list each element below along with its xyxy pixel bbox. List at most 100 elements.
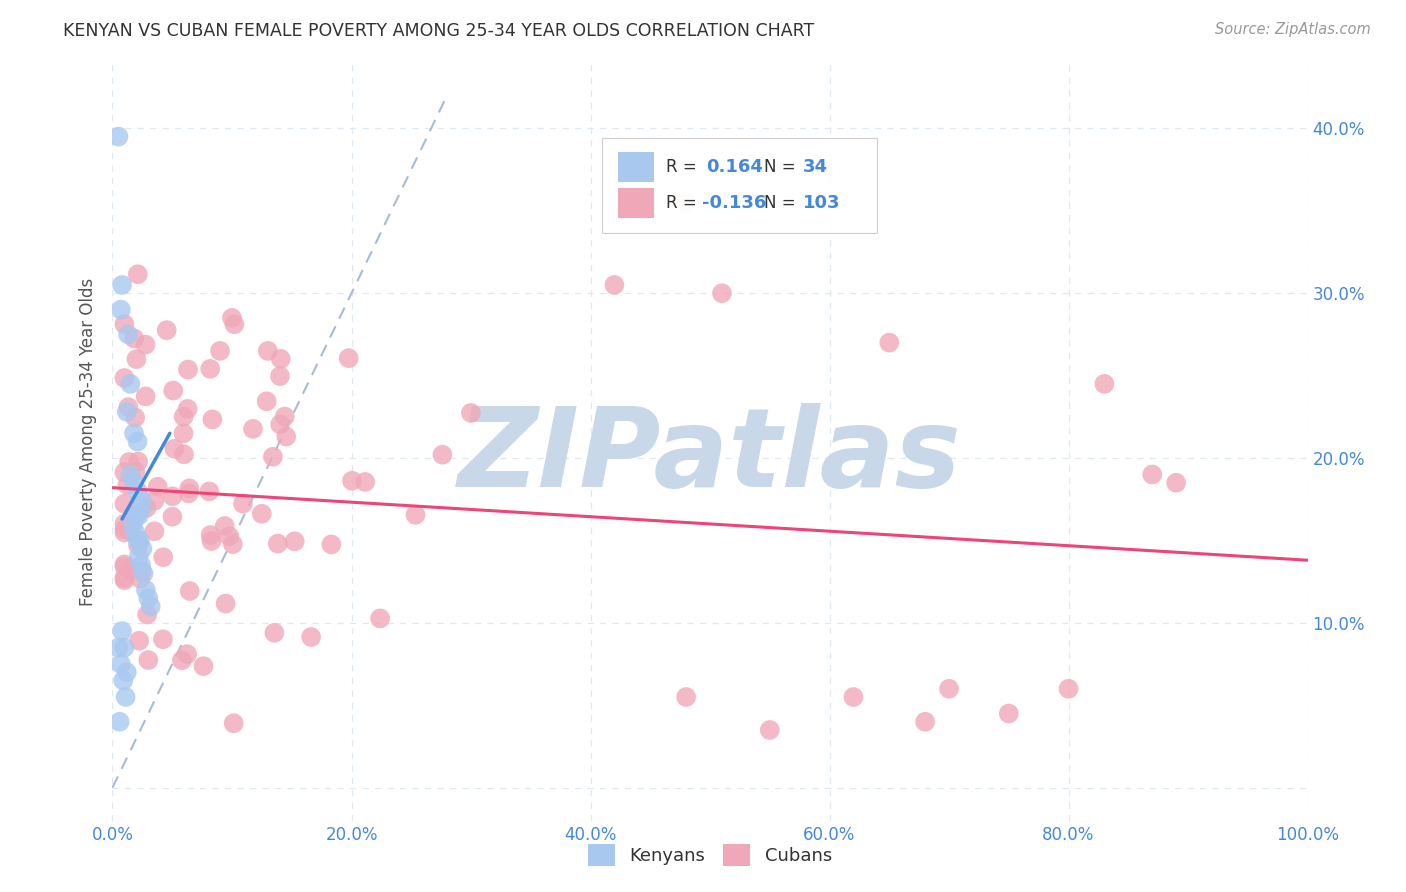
Point [112,673,135,688]
Point [177,486,200,500]
Point [131,541,153,556]
Point [269,369,291,384]
Point [222,537,245,551]
Point [127,454,149,468]
Point [124,464,146,478]
Point [118,455,141,469]
Point [121,516,143,531]
Text: Source: ZipAtlas.com: Source: ZipAtlas.com [1215,22,1371,37]
Point [139,599,162,614]
Point [179,584,201,599]
Point [603,277,626,292]
Point [232,497,254,511]
Point [162,509,184,524]
Point [262,450,284,464]
Point [131,564,153,578]
Point [107,640,129,655]
Point [340,474,363,488]
Point [129,533,152,548]
Point [270,351,292,366]
Point [114,559,135,574]
Point [198,484,221,499]
Point [368,611,391,625]
Point [127,533,149,548]
Point [124,525,146,540]
Point [354,475,377,489]
Point [114,371,135,385]
Text: R =: R = [666,158,696,176]
Point [675,690,697,704]
Point [111,624,134,639]
Point [1094,376,1116,391]
Point [129,492,152,507]
FancyBboxPatch shape [619,187,654,218]
Point [128,508,150,523]
Point [218,529,240,543]
Point [173,409,195,424]
Point [200,528,222,542]
Point [242,422,264,436]
Text: 34: 34 [803,158,828,176]
Point [914,714,936,729]
Text: N =: N = [763,158,796,176]
Point [1142,467,1164,482]
Point [938,681,960,696]
Text: 0.164: 0.164 [706,158,763,176]
Point [127,434,149,449]
Point [127,538,149,552]
Point [201,412,224,426]
Point [124,410,146,425]
Point [120,376,142,391]
Point [321,537,343,551]
Point [263,625,285,640]
Text: N =: N = [763,194,796,211]
Point [405,508,427,522]
Point [176,401,198,416]
Point [152,550,174,565]
Point [200,533,222,548]
Point [128,633,150,648]
Point [193,659,215,673]
Point [209,343,232,358]
Point [115,665,138,680]
Point [177,362,200,376]
Point [998,706,1021,721]
Point [114,522,135,536]
Point [131,500,153,515]
Point [460,406,482,420]
Point [337,351,360,366]
Point [675,195,697,210]
Point [111,277,134,292]
Point [273,409,295,424]
Legend: Kenyans, Cubans: Kenyans, Cubans [581,838,839,874]
Point [222,716,245,731]
Point [759,723,782,737]
Point [256,394,278,409]
Point [108,714,131,729]
Point [125,352,148,367]
Point [163,442,186,456]
Point [127,267,149,281]
Point [162,489,184,503]
Point [118,564,141,578]
Point [224,318,246,332]
Point [110,657,132,671]
Point [114,690,136,704]
Point [179,481,201,495]
Point [124,508,146,523]
Text: KENYAN VS CUBAN FEMALE POVERTY AMONG 25-34 YEAR OLDS CORRELATION CHART: KENYAN VS CUBAN FEMALE POVERTY AMONG 25-… [63,22,814,40]
Point [432,448,454,462]
Point [162,384,184,398]
Point [129,558,152,573]
Point [114,558,135,572]
Point [170,653,193,667]
Point [127,483,149,498]
Point [143,493,166,508]
Point [117,478,139,492]
Point [115,405,138,419]
Point [1166,475,1188,490]
Text: 103: 103 [803,194,841,211]
Point [156,323,179,337]
Point [146,480,169,494]
Point [198,362,221,376]
